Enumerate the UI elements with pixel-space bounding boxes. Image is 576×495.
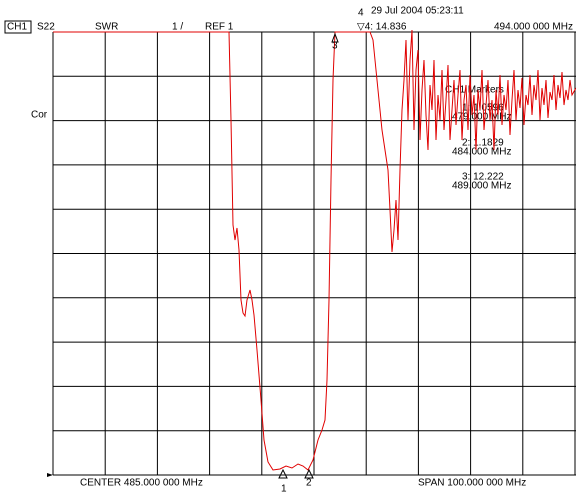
- marker-triangle: [331, 32, 339, 43]
- trace: [53, 29, 576, 471]
- active-marker-number: 4: [358, 8, 364, 19]
- marker-label: 3: [332, 41, 338, 52]
- marker-freq: 484.000 MHz: [452, 147, 511, 158]
- marker-triangle: [278, 468, 288, 479]
- active-marker: ▽4: 14.836: [357, 22, 407, 33]
- active-marker-freq: 494.000 000 MHz: [494, 22, 573, 33]
- graticule: [52, 31, 576, 476]
- side-label: Cor: [31, 110, 48, 121]
- center-frequency: CENTER 485.000 000 MHz: [80, 478, 203, 489]
- marker-value: 3: 12.222: [462, 172, 504, 183]
- marker-value: 2: 1.1829: [462, 138, 504, 149]
- span: SPAN 100.000 000 MHz: [418, 478, 526, 489]
- channel: CH1: [7, 22, 27, 33]
- format: SWR: [95, 22, 118, 33]
- marker-label: 2: [306, 478, 312, 489]
- marker-label: 1: [281, 484, 287, 495]
- channel-box: [4, 20, 32, 34]
- marker-freq: 489.000 MHz: [452, 181, 511, 192]
- reference-arrow: [47, 473, 53, 477]
- markers-title: CH1 Markers: [445, 85, 504, 96]
- date: 29 Jul 2004 05:23:11: [371, 6, 464, 17]
- scale: 1 /: [172, 22, 183, 33]
- marker-triangle: [304, 468, 314, 479]
- reference: REF 1: [205, 22, 234, 33]
- parameter: S22: [37, 22, 55, 33]
- marker-freq: 479.000 MHz: [452, 112, 511, 123]
